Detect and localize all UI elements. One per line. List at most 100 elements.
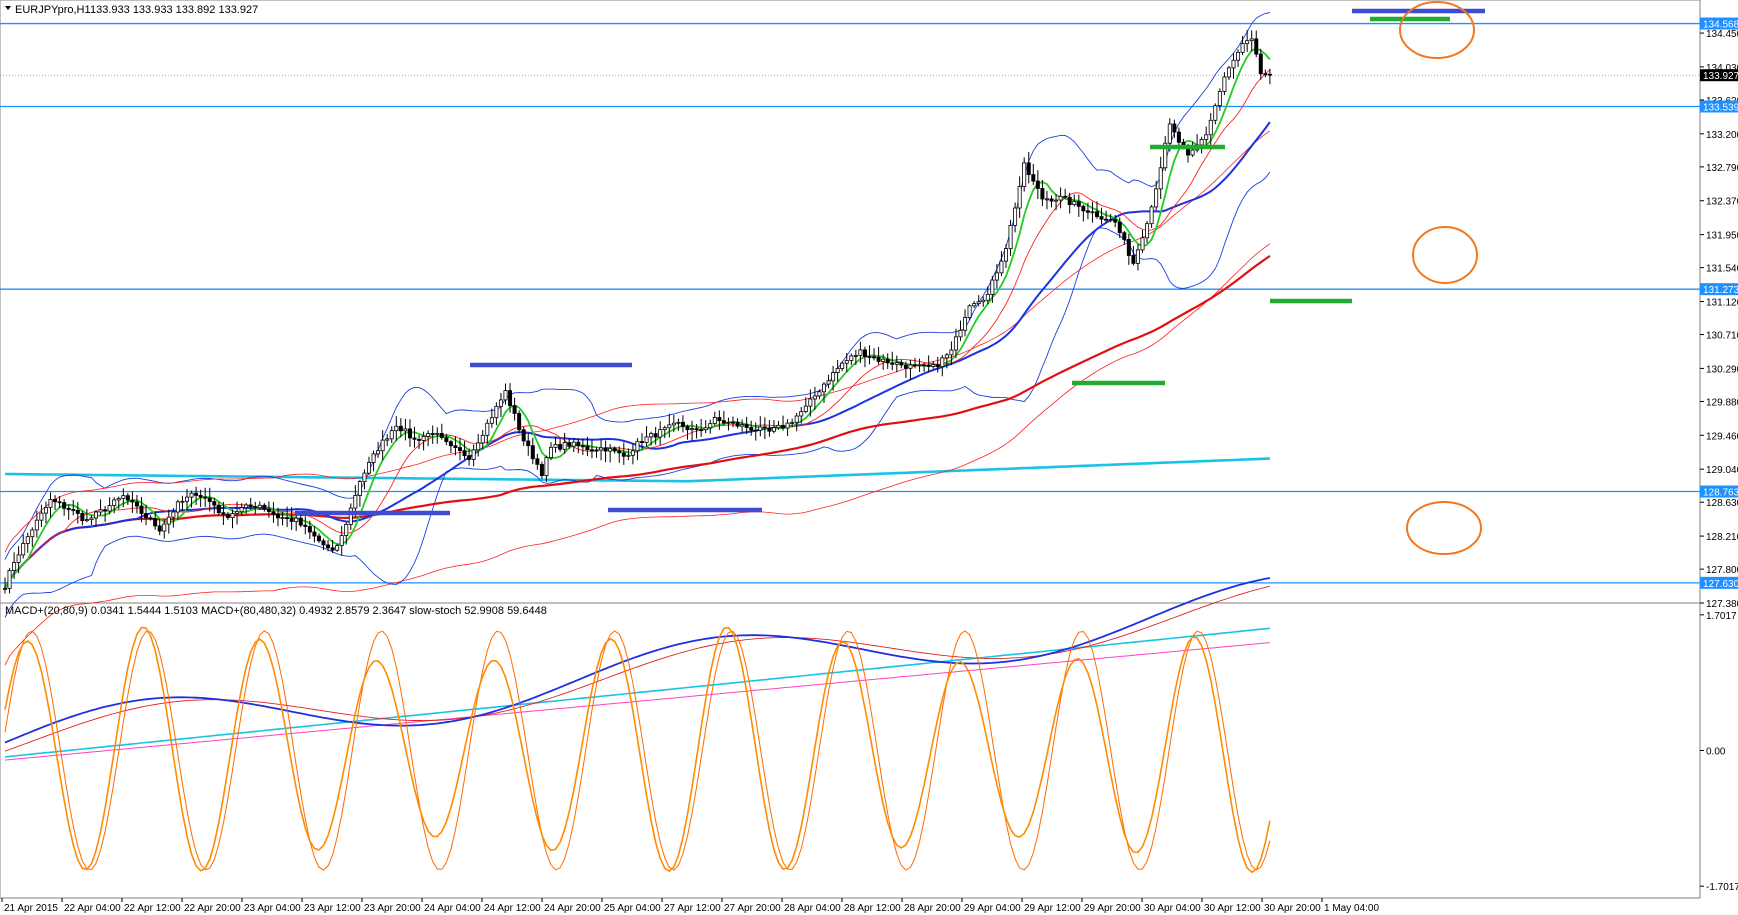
time-tick-label: 28 Apr 04:00	[784, 903, 841, 914]
candle-body	[1017, 186, 1022, 209]
price-tick-label: 129.880	[1706, 397, 1738, 408]
candle-body	[867, 356, 872, 358]
candle-body	[1204, 134, 1209, 140]
candle-body	[599, 447, 604, 451]
candle-body	[758, 426, 763, 431]
candle-body	[275, 513, 280, 519]
candle-body	[790, 421, 795, 424]
indicator-plot	[4, 577, 1271, 874]
candle-body	[244, 504, 249, 509]
annotation-circle[interactable]	[1412, 226, 1478, 284]
annotation-circle[interactable]	[1399, 1, 1475, 59]
time-tick-label: 27 Apr 12:00	[664, 903, 721, 914]
candle-body	[735, 422, 740, 427]
candle-body	[976, 301, 981, 305]
candle-body	[116, 497, 121, 501]
time-tick-label: 29 Apr 04:00	[964, 903, 1021, 914]
candle-body	[1058, 195, 1063, 201]
level-tag-label: 133.539	[1703, 102, 1738, 113]
candle-body	[30, 529, 35, 538]
candle-body	[1154, 188, 1159, 208]
candle-body	[676, 421, 681, 424]
candle-body	[421, 436, 426, 441]
annotation-circle[interactable]	[1406, 501, 1482, 555]
candle-body	[175, 501, 180, 513]
candle-body	[640, 441, 645, 443]
candle-body	[667, 424, 672, 429]
candle-body	[771, 427, 776, 432]
candle-body	[1245, 40, 1250, 45]
candle-body	[1076, 201, 1081, 207]
price-plot	[0, 12, 1700, 666]
candle-body	[21, 543, 26, 556]
stoch-main	[4, 626, 1271, 874]
candle-body	[80, 513, 85, 522]
indicator-pane[interactable]	[0, 602, 1701, 899]
candle-body	[635, 441, 640, 452]
candle-body	[385, 438, 390, 441]
candle-body	[1108, 219, 1113, 221]
price-pane[interactable]	[0, 0, 1701, 604]
candle-body	[731, 421, 736, 424]
time-tick-label: 23 Apr 12:00	[304, 903, 361, 914]
candle-body	[1090, 211, 1095, 214]
candle-body	[94, 511, 99, 519]
indicator-tick-label: 1.7017	[1706, 611, 1737, 622]
candle-body	[922, 364, 927, 367]
candle-body	[7, 570, 12, 589]
candle-body	[326, 544, 331, 549]
candle-body	[298, 517, 303, 526]
candle-body	[617, 450, 622, 454]
candle-body	[16, 554, 21, 563]
candle-body	[39, 512, 44, 521]
candle-body	[1035, 180, 1040, 189]
time-tick-label: 22 Apr 04:00	[64, 903, 121, 914]
candle-body	[353, 495, 358, 509]
candle-body	[940, 357, 945, 368]
candle-body	[853, 354, 858, 357]
candle-body	[426, 433, 431, 437]
time-tick-label: 25 Apr 04:00	[604, 903, 661, 914]
time-tick-label: 30 Apr 04:00	[1144, 903, 1201, 914]
time-tick-label: 22 Apr 12:00	[124, 903, 181, 914]
candle-body	[303, 524, 308, 527]
indicator-tick-label: -1.7017	[1706, 882, 1738, 893]
candle-body	[212, 501, 217, 506]
candle-body	[207, 497, 212, 502]
candle-body	[1044, 198, 1049, 201]
candle-body	[740, 424, 745, 427]
candle-body	[1208, 119, 1213, 136]
price-tick-label: 134.450	[1706, 29, 1738, 40]
candle-body	[166, 516, 171, 525]
candle-body	[1236, 51, 1241, 61]
candle-body	[835, 368, 840, 374]
candle-body	[685, 426, 690, 431]
candle-body	[121, 495, 126, 499]
candle-body	[985, 293, 990, 301]
candle-body	[1095, 211, 1100, 217]
candle-body	[931, 364, 936, 367]
candle-body	[444, 437, 449, 443]
candle-body	[844, 360, 849, 364]
candle-body	[885, 358, 890, 364]
candle-body	[107, 505, 112, 512]
price-tick-label: 133.200	[1706, 130, 1738, 141]
candle-body	[1217, 91, 1222, 107]
candle-body	[721, 420, 726, 424]
symbol-title: EURJPYpro,H1	[15, 4, 91, 16]
candle-body	[644, 436, 649, 443]
current-price-tag	[1700, 69, 1738, 82]
candle-body	[494, 405, 499, 419]
time-tick-label: 21 Apr 2015	[4, 903, 58, 914]
candle-body	[248, 504, 253, 507]
candle-body	[776, 424, 781, 429]
candle-body	[1213, 105, 1218, 121]
candle-body	[1267, 73, 1272, 76]
candle-body	[571, 441, 576, 447]
ohlc-readout: 133.933 133.933 133.892 133.927	[90, 4, 258, 16]
dropdown-triangle-icon[interactable]	[5, 6, 11, 10]
candle-body	[580, 445, 585, 448]
indicator-title: MACD+(20,80,9) 0.0341 1.5444 1.5103 MACD…	[5, 605, 547, 617]
annotations	[295, 1, 1485, 555]
candle-body	[1258, 53, 1263, 75]
